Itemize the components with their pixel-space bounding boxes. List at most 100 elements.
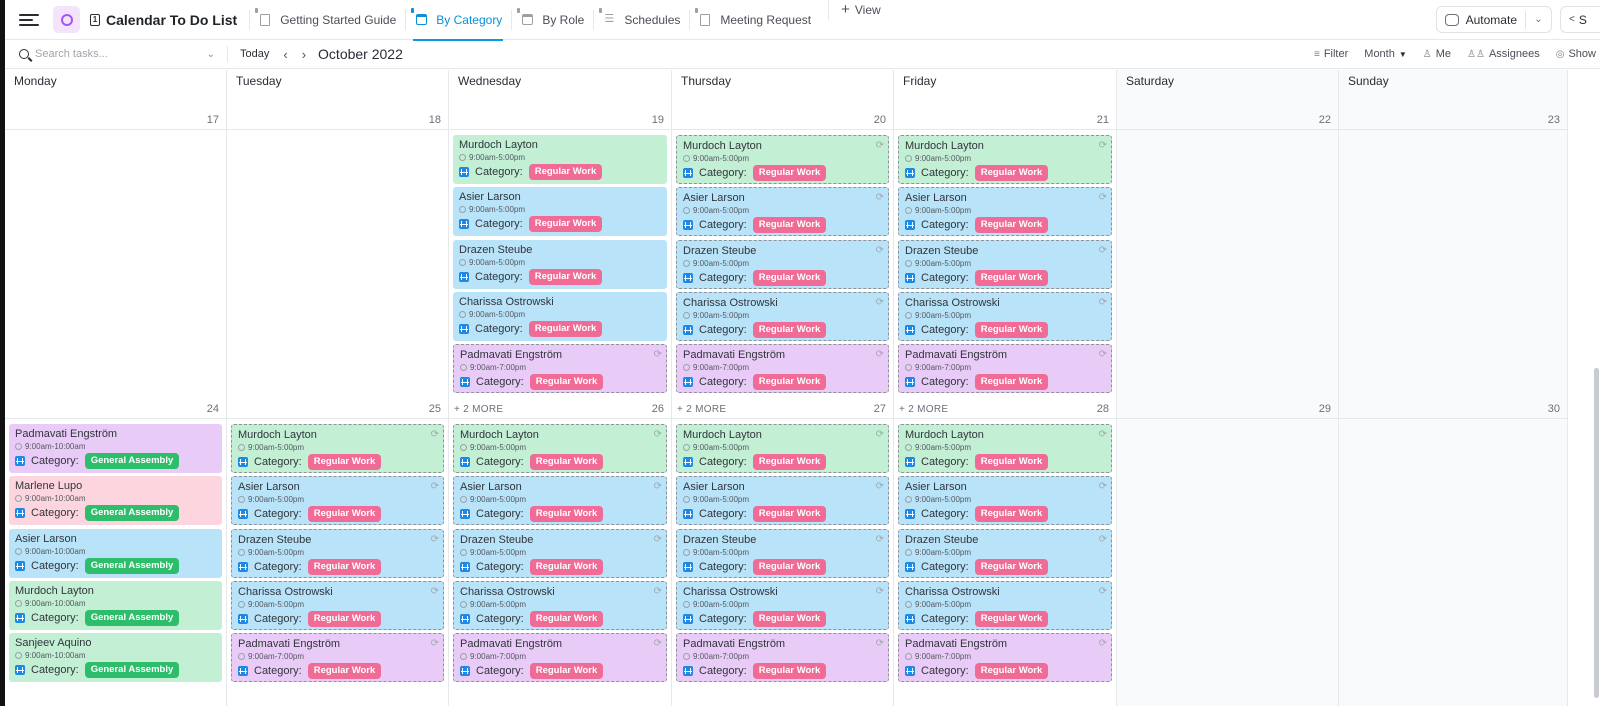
- today-button[interactable]: Today: [240, 48, 270, 60]
- task-name: Asier Larson: [238, 481, 300, 493]
- task-card[interactable]: Drazen Steube 9:00am-5:00pm Category: Regul…: [898, 529, 1112, 578]
- category-field-icon: [683, 220, 693, 230]
- add-view-button[interactable]: + View: [828, 0, 881, 20]
- task-card[interactable]: Sanjeev Aquino 9:00am-10:00am Category: Gen…: [9, 633, 222, 682]
- task-card[interactable]: Padmavati Engström 9:00am-7:00pm Category:…: [898, 633, 1112, 682]
- day-column-sunday: Sunday: [1339, 70, 1568, 706]
- category-row: Category: Regular Work: [905, 454, 1105, 470]
- task-card[interactable]: Drazen Steube 9:00am-5:00pm Category: Regul…: [453, 529, 667, 578]
- date-number[interactable]: 18: [428, 114, 441, 126]
- share-icon: <: [1569, 14, 1575, 25]
- tab-meeting-request[interactable]: Meeting Request: [689, 0, 820, 40]
- task-card[interactable]: Drazen Steube 9:00am-5:00pm Category: Regul…: [453, 240, 667, 289]
- task-time: 9:00am-5:00pm: [905, 153, 1105, 164]
- date-number[interactable]: 26: [651, 403, 664, 415]
- task-card[interactable]: Murdoch Layton 9:00am-5:00pm Category: Regu…: [453, 424, 667, 473]
- date-number[interactable]: 17: [206, 114, 219, 126]
- task-card[interactable]: Asier Larson 9:00am-5:00pm Category: Regula…: [453, 187, 667, 236]
- task-card[interactable]: Drazen Steube 9:00am-5:00pm Category: Regul…: [676, 240, 889, 289]
- date-number[interactable]: 22: [1318, 114, 1331, 126]
- date-number[interactable]: 25: [428, 403, 441, 415]
- more-tasks-link[interactable]: + 2 MORE: [677, 404, 727, 415]
- task-time: 9:00am-7:00pm: [238, 651, 437, 662]
- task-card[interactable]: Charissa Ostrowski 9:00am-5:00pm Category:…: [676, 292, 889, 341]
- task-card[interactable]: Asier Larson 9:00am-5:00pm Category: Regula…: [231, 476, 444, 525]
- view-mode-dropdown[interactable]: Month ▼: [1364, 48, 1407, 60]
- divider: [227, 46, 228, 62]
- date-number[interactable]: 20: [873, 114, 886, 126]
- task-card[interactable]: Charissa Ostrowski 9:00am-5:00pm Category:…: [453, 292, 667, 341]
- me-filter-button[interactable]: ♙ Me: [1423, 48, 1451, 60]
- task-card[interactable]: Murdoch Layton 9:00am-5:00pm Category: Regu…: [898, 135, 1112, 184]
- assignees-button[interactable]: ♙♙ Assignees: [1467, 48, 1540, 60]
- task-name: Murdoch Layton: [905, 429, 984, 441]
- date-number[interactable]: 19: [651, 114, 664, 126]
- task-card[interactable]: Drazen Steube 9:00am-5:00pm Category: Regul…: [898, 240, 1112, 289]
- task-card[interactable]: Charissa Ostrowski 9:00am-5:00pm Category:…: [453, 581, 667, 630]
- more-tasks-link[interactable]: + 2 MORE: [454, 404, 504, 415]
- show-button[interactable]: ◎ Show: [1556, 48, 1596, 60]
- task-card[interactable]: Padmavati Engström 9:00am-7:00pm Category:…: [676, 344, 889, 393]
- recurring-icon: ⟳: [875, 534, 884, 545]
- tab-by-role[interactable]: By Role: [511, 0, 593, 40]
- date-number[interactable]: 29: [1318, 403, 1331, 415]
- task-name: Drazen Steube: [238, 534, 312, 546]
- more-tasks-link[interactable]: + 2 MORE: [899, 404, 949, 415]
- task-card[interactable]: Asier Larson 9:00am-5:00pm Category: Regula…: [453, 476, 667, 525]
- task-card[interactable]: Marlene Lupo 9:00am-10:00am Category: Gener…: [9, 476, 222, 525]
- share-button[interactable]: < S: [1560, 6, 1600, 33]
- day-column-wednesday: Wednesday: [449, 70, 672, 706]
- task-card[interactable]: Murdoch Layton 9:00am-5:00pm Category: Regu…: [453, 135, 667, 184]
- date-number[interactable]: 27: [873, 403, 886, 415]
- automate-button[interactable]: Automate ⌄: [1435, 6, 1552, 33]
- task-name: Padmavati Engström: [238, 638, 341, 650]
- task-card[interactable]: Asier Larson 9:00am-5:00pm Category: Regula…: [898, 187, 1112, 236]
- space-avatar[interactable]: [53, 6, 80, 33]
- task-card[interactable]: Asier Larson 9:00am-5:00pm Category: Regula…: [676, 476, 889, 525]
- task-card[interactable]: Padmavati Engström 9:00am-7:00pm Category:…: [453, 633, 667, 682]
- task-card[interactable]: Drazen Steube 9:00am-5:00pm Category: Regul…: [231, 529, 444, 578]
- task-card[interactable]: Charissa Ostrowski 9:00am-5:00pm Category:…: [231, 581, 444, 630]
- chevron-down-icon[interactable]: ⌄: [1525, 10, 1551, 29]
- date-number[interactable]: 30: [1547, 403, 1560, 415]
- task-card[interactable]: Padmavati Engström 9:00am-10:00am Category…: [9, 424, 222, 473]
- task-card[interactable]: Murdoch Layton 9:00am-5:00pm Category: Regu…: [676, 424, 889, 473]
- task-card[interactable]: Murdoch Layton 9:00am-10:00am Category: Gen…: [9, 581, 222, 630]
- prev-month-button[interactable]: ‹: [283, 46, 288, 62]
- task-time: 9:00am-5:00pm: [238, 494, 437, 505]
- date-number[interactable]: 28: [1096, 403, 1109, 415]
- task-card[interactable]: Padmavati Engström 9:00am-7:00pm Category:…: [898, 344, 1112, 393]
- category-label: Category:: [699, 665, 747, 677]
- task-card[interactable]: Padmavati Engström 9:00am-7:00pm Category:…: [676, 633, 889, 682]
- task-card[interactable]: Murdoch Layton 9:00am-5:00pm Category: Regu…: [898, 424, 1112, 473]
- date-number[interactable]: 24: [206, 403, 219, 415]
- time-range: 9:00am-5:00pm: [693, 443, 750, 452]
- search-input[interactable]: [35, 48, 175, 60]
- task-card[interactable]: Asier Larson 9:00am-5:00pm Category: Regula…: [898, 476, 1112, 525]
- task-card[interactable]: Charissa Ostrowski 9:00am-5:00pm Category:…: [898, 292, 1112, 341]
- task-card[interactable]: Asier Larson 9:00am-5:00pm Category: Regula…: [676, 187, 889, 236]
- filter-button[interactable]: ≡ Filter: [1314, 48, 1348, 60]
- vertical-scrollbar[interactable]: [1594, 368, 1599, 698]
- task-card[interactable]: Padmavati Engström 9:00am-7:00pm Category:…: [453, 344, 667, 393]
- date-number[interactable]: 23: [1547, 114, 1560, 126]
- task-card[interactable]: Murdoch Layton 9:00am-5:00pm Category: Regu…: [676, 135, 889, 184]
- task-card[interactable]: Asier Larson 9:00am-10:00am Category: Gener…: [9, 529, 222, 578]
- task-time: 9:00am-5:00pm: [460, 547, 660, 558]
- tab-schedules[interactable]: ☰ Schedules: [593, 0, 689, 40]
- date-number[interactable]: 21: [1096, 114, 1109, 126]
- task-card[interactable]: Murdoch Layton 9:00am-5:00pm Category: Regu…: [231, 424, 444, 473]
- menu-icon[interactable]: [19, 12, 39, 28]
- task-card[interactable]: Padmavati Engström 9:00am-7:00pm Category:…: [231, 633, 444, 682]
- task-card[interactable]: Charissa Ostrowski 9:00am-5:00pm Category:…: [898, 581, 1112, 630]
- clock-icon: [460, 549, 467, 556]
- task-card[interactable]: Charissa Ostrowski 9:00am-5:00pm Category:…: [676, 581, 889, 630]
- time-range: 9:00am-5:00pm: [915, 311, 972, 320]
- chevron-down-icon[interactable]: ⌄: [206, 48, 215, 60]
- next-month-button[interactable]: ›: [301, 46, 307, 62]
- tab-getting-started-guide[interactable]: Getting Started Guide: [249, 0, 405, 40]
- day-column-tuesday: Tuesday: [227, 70, 449, 706]
- task-card[interactable]: Drazen Steube 9:00am-5:00pm Category: Regul…: [676, 529, 889, 578]
- tab-by-category[interactable]: By Category: [405, 0, 511, 41]
- clock-icon: [905, 549, 912, 556]
